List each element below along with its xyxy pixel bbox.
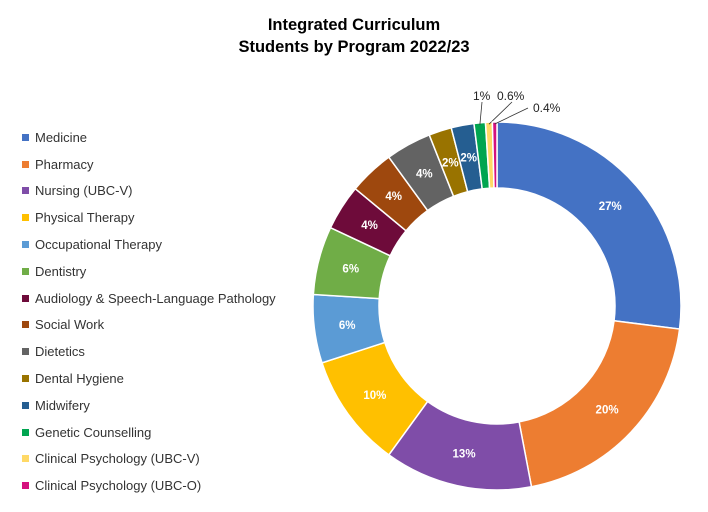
legend-swatch xyxy=(22,214,29,222)
chart-legend: Medicine Pharmacy Nursing (UBC-V) Physical … xyxy=(22,124,276,499)
leader-line xyxy=(479,101,483,125)
legend-item: Occupational Therapy xyxy=(22,231,276,258)
legend-item: Dentistry xyxy=(22,258,276,285)
data-label: 4% xyxy=(385,191,402,203)
legend-item: Physical Therapy xyxy=(22,204,276,231)
leader-line xyxy=(494,107,529,125)
chart-subtitle: Students by Program 2022/23 xyxy=(238,38,470,56)
data-label: 2% xyxy=(442,157,459,169)
legend-label: Physical Therapy xyxy=(35,210,135,226)
legend-label: Genetic Counselling xyxy=(35,424,152,440)
data-label: 4% xyxy=(416,169,433,181)
legend-label: Social Work xyxy=(35,317,105,333)
chart-title: Integrated Curriculum Students by Progra… xyxy=(0,14,708,58)
legend-swatch xyxy=(22,375,29,383)
data-label: 20% xyxy=(596,404,619,416)
legend-swatch xyxy=(22,267,29,275)
legend-item: Audiology & Speech-Language Pathology xyxy=(22,285,276,312)
legend-label: Clinical Psychology (UBC-O) xyxy=(35,478,202,494)
data-label: 1% xyxy=(473,89,491,103)
data-label: 10% xyxy=(363,390,386,402)
legend-swatch xyxy=(22,294,29,302)
legend-swatch xyxy=(22,348,29,356)
legend-swatch xyxy=(22,455,29,463)
legend-swatch xyxy=(22,321,29,329)
legend-label: Pharmacy xyxy=(35,156,94,172)
data-label: 0.6% xyxy=(497,89,525,103)
legend-swatch xyxy=(22,133,29,141)
legend-label: Dentistry xyxy=(35,263,87,279)
data-label: 6% xyxy=(339,320,356,332)
legend-item: Midwifery xyxy=(22,392,276,419)
legend-item: Clinical Psychology (UBC-V) xyxy=(22,446,276,473)
legend-swatch xyxy=(22,401,29,409)
chart-title-line1: Integrated Curriculum xyxy=(267,16,441,34)
legend-swatch xyxy=(22,428,29,436)
legend-label: Occupational Therapy xyxy=(35,237,162,253)
data-label: 6% xyxy=(342,263,359,275)
legend-swatch xyxy=(22,160,29,168)
legend-item: Clinical Psychology (UBC-O) xyxy=(22,472,276,499)
legend-label: Midwifery xyxy=(35,397,90,413)
legend-item: Dietetics xyxy=(22,338,276,365)
legend-swatch xyxy=(22,241,29,249)
data-label: 13% xyxy=(453,448,476,460)
data-label: 4% xyxy=(361,220,378,232)
legend-label: Audiology & Speech-Language Pathology xyxy=(35,290,276,306)
legend-item: Dental Hygiene xyxy=(22,365,276,392)
data-label: 0.4% xyxy=(533,101,561,115)
leader-line xyxy=(488,101,513,125)
legend-label: Clinical Psychology (UBC-V) xyxy=(35,451,200,467)
legend-label: Nursing (UBC-V) xyxy=(35,183,133,199)
donut-slice xyxy=(491,121,498,189)
legend-item: Genetic Counselling xyxy=(22,419,276,446)
legend-item: Pharmacy xyxy=(22,151,276,178)
legend-item: Nursing (UBC-V) xyxy=(22,178,276,205)
donut-slice xyxy=(496,121,682,330)
legend-swatch xyxy=(22,482,29,490)
legend-label: Dietetics xyxy=(35,344,85,360)
legend-item: Medicine xyxy=(22,124,276,151)
data-label: 27% xyxy=(599,201,622,213)
legend-swatch xyxy=(22,187,29,195)
data-label: 2% xyxy=(460,153,477,165)
legend-item: Social Work xyxy=(22,312,276,339)
legend-label: Dental Hygiene xyxy=(35,371,124,387)
legend-label: Medicine xyxy=(35,129,88,145)
